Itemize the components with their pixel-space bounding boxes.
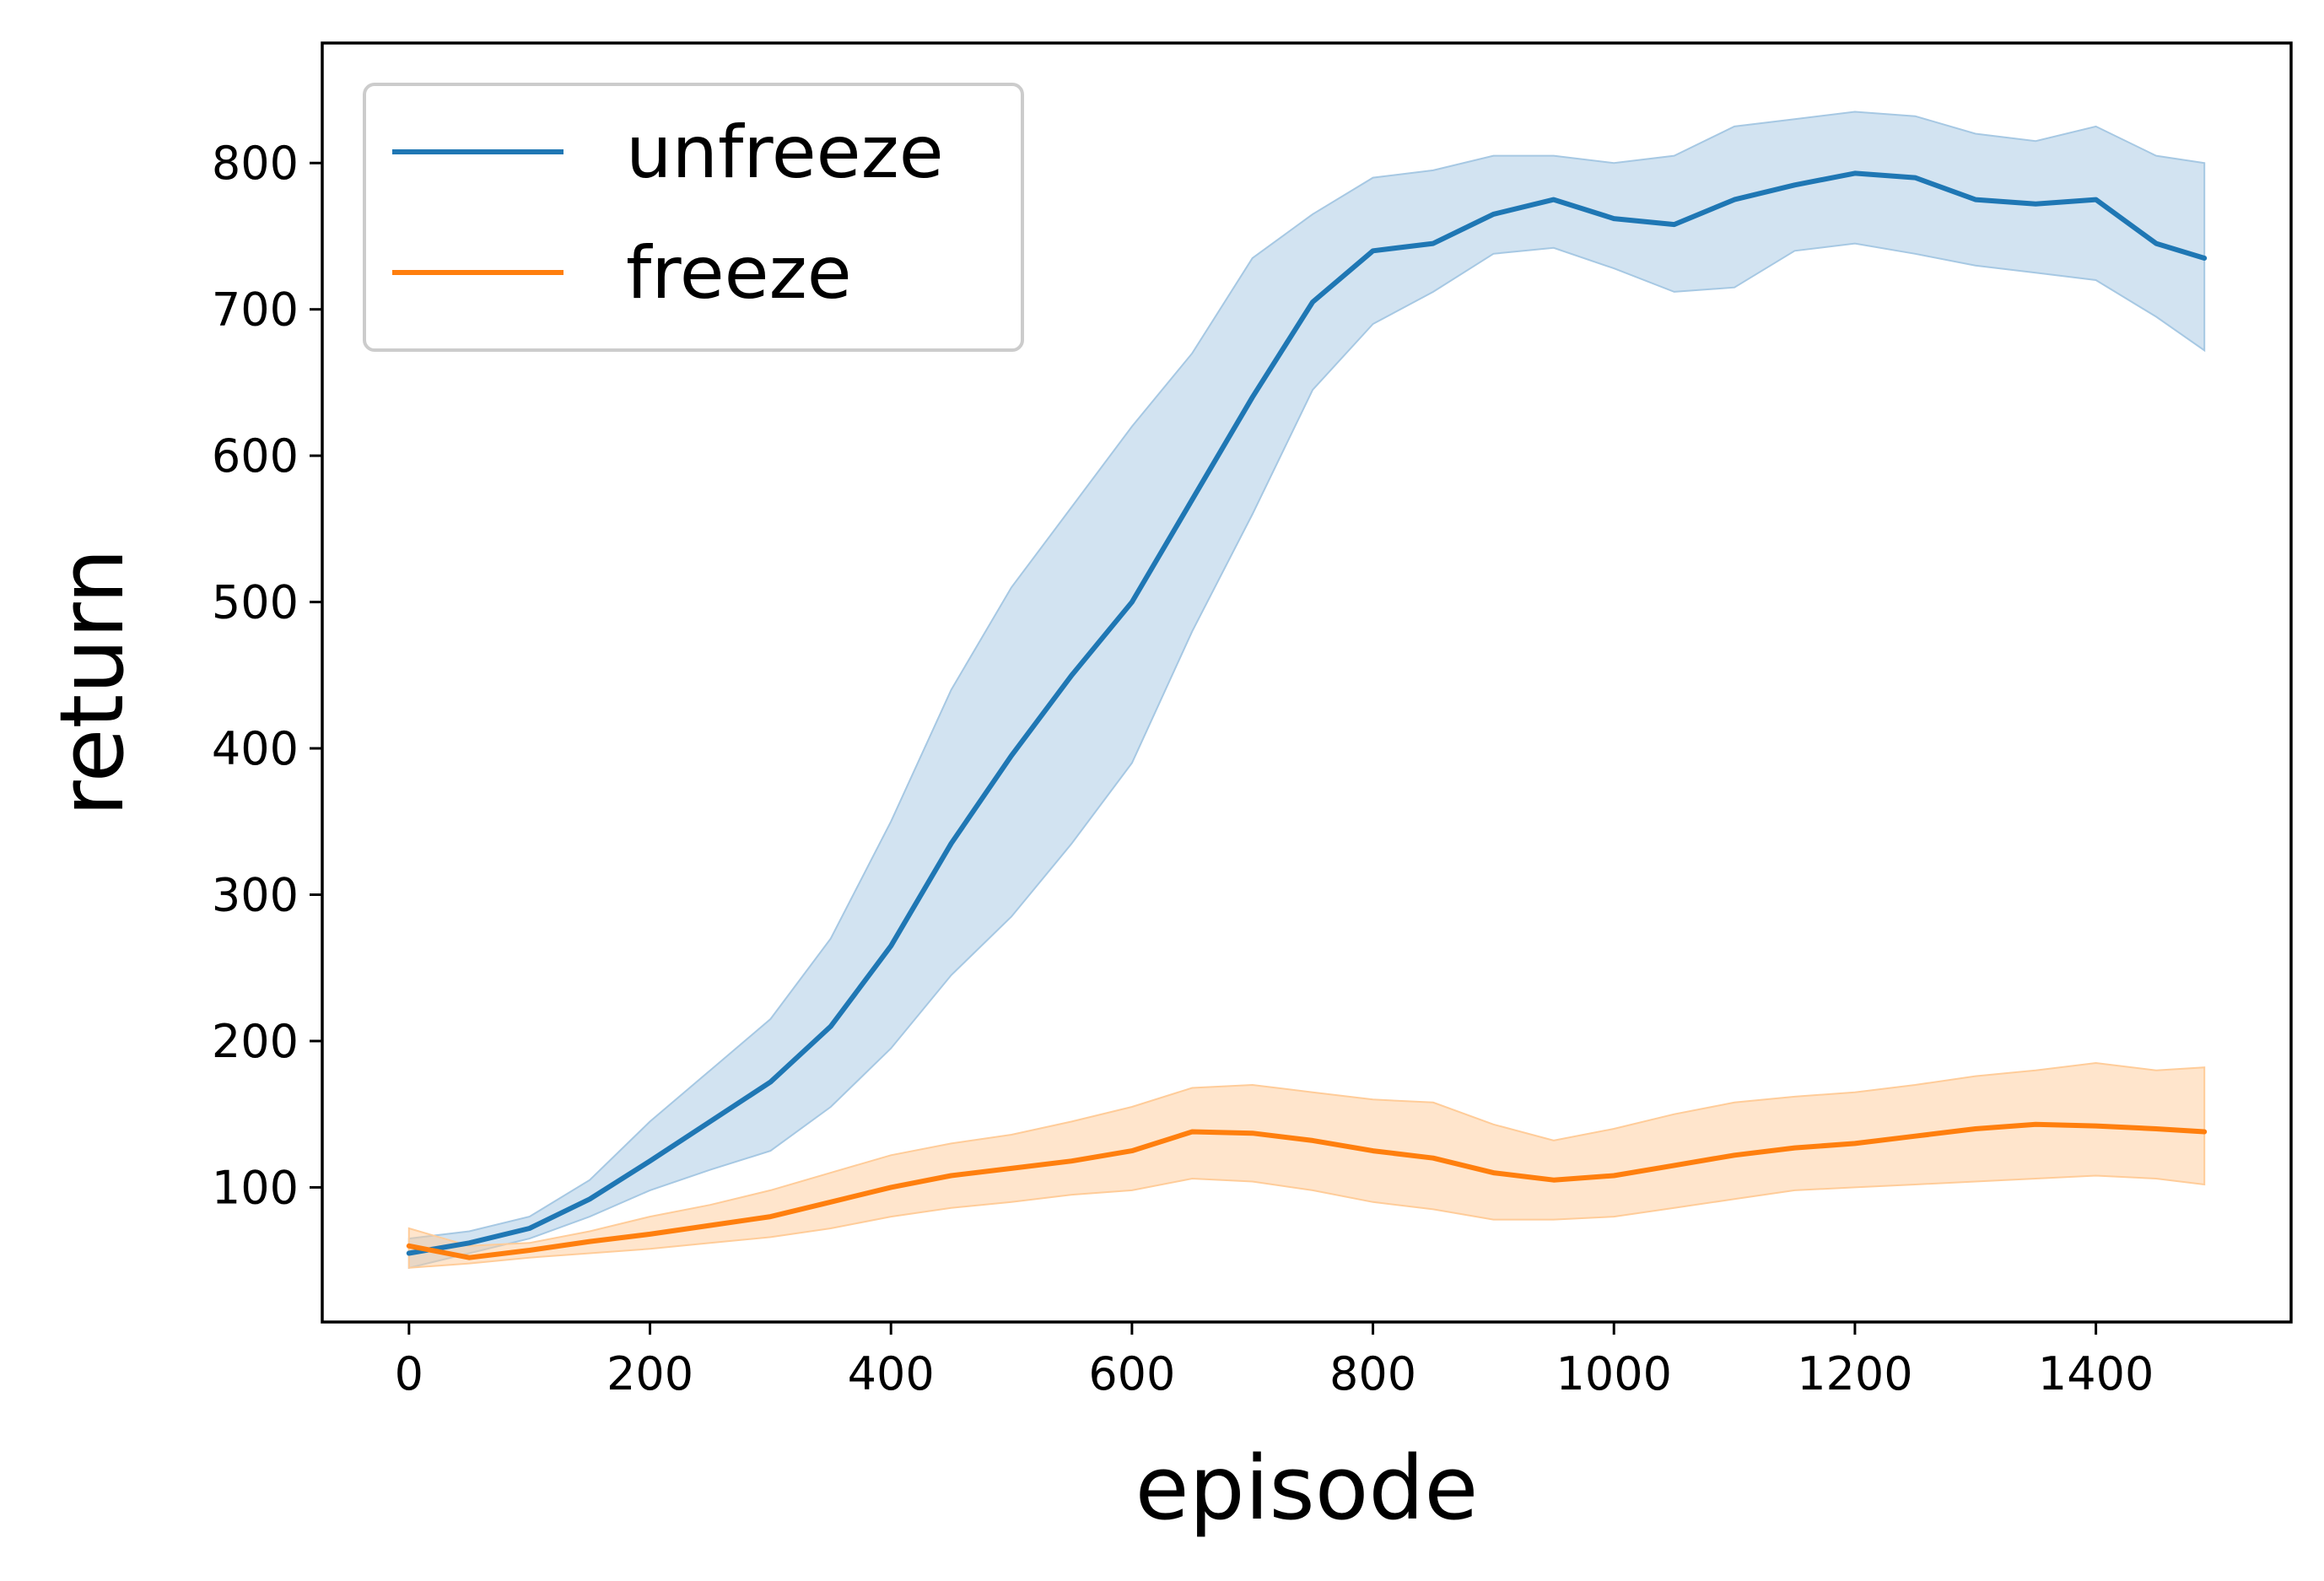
y-tick-label: 200	[212, 1015, 299, 1068]
series-line-unfreeze	[406, 170, 2208, 1256]
series-lines	[406, 170, 2208, 1260]
plot-area-frame	[321, 41, 2293, 1324]
x-tick-label: 200	[607, 1347, 693, 1400]
legend-label-unfreeze: unfreeze	[626, 111, 944, 195]
x-axis-ticks: 0 200 400 600 800 1000 1200 1400	[395, 1322, 2154, 1400]
y-tick-label: 800	[212, 137, 299, 190]
series-line-freeze	[406, 1121, 2208, 1260]
band-freeze	[407, 1061, 2206, 1269]
x-tick-label: 1000	[1556, 1347, 1672, 1400]
legend-label-freeze: freeze	[626, 231, 852, 316]
y-tick-label: 300	[212, 869, 299, 922]
y-tick-label: 500	[212, 576, 299, 629]
x-tick-label: 0	[395, 1347, 423, 1400]
y-tick-label: 600	[212, 429, 299, 483]
y-tick-label: 100	[212, 1161, 299, 1214]
y-axis-ticks: 100 200 300 400 500 600 700 800	[212, 137, 322, 1214]
y-tick-label: 400	[212, 722, 299, 775]
x-tick-label: 400	[848, 1347, 935, 1400]
y-axis-title: return	[40, 548, 143, 817]
x-tick-label: 800	[1329, 1347, 1416, 1400]
confidence-bands	[407, 111, 2206, 1270]
x-tick-label: 1400	[2038, 1347, 2154, 1400]
band-unfreeze	[407, 111, 2206, 1270]
x-tick-label: 600	[1088, 1347, 1175, 1400]
x-tick-label: 1200	[1797, 1347, 1912, 1400]
x-axis-title: episode	[1135, 1437, 1479, 1540]
y-tick-label: 700	[212, 283, 299, 337]
legend: unfreeze freeze	[363, 83, 1024, 352]
